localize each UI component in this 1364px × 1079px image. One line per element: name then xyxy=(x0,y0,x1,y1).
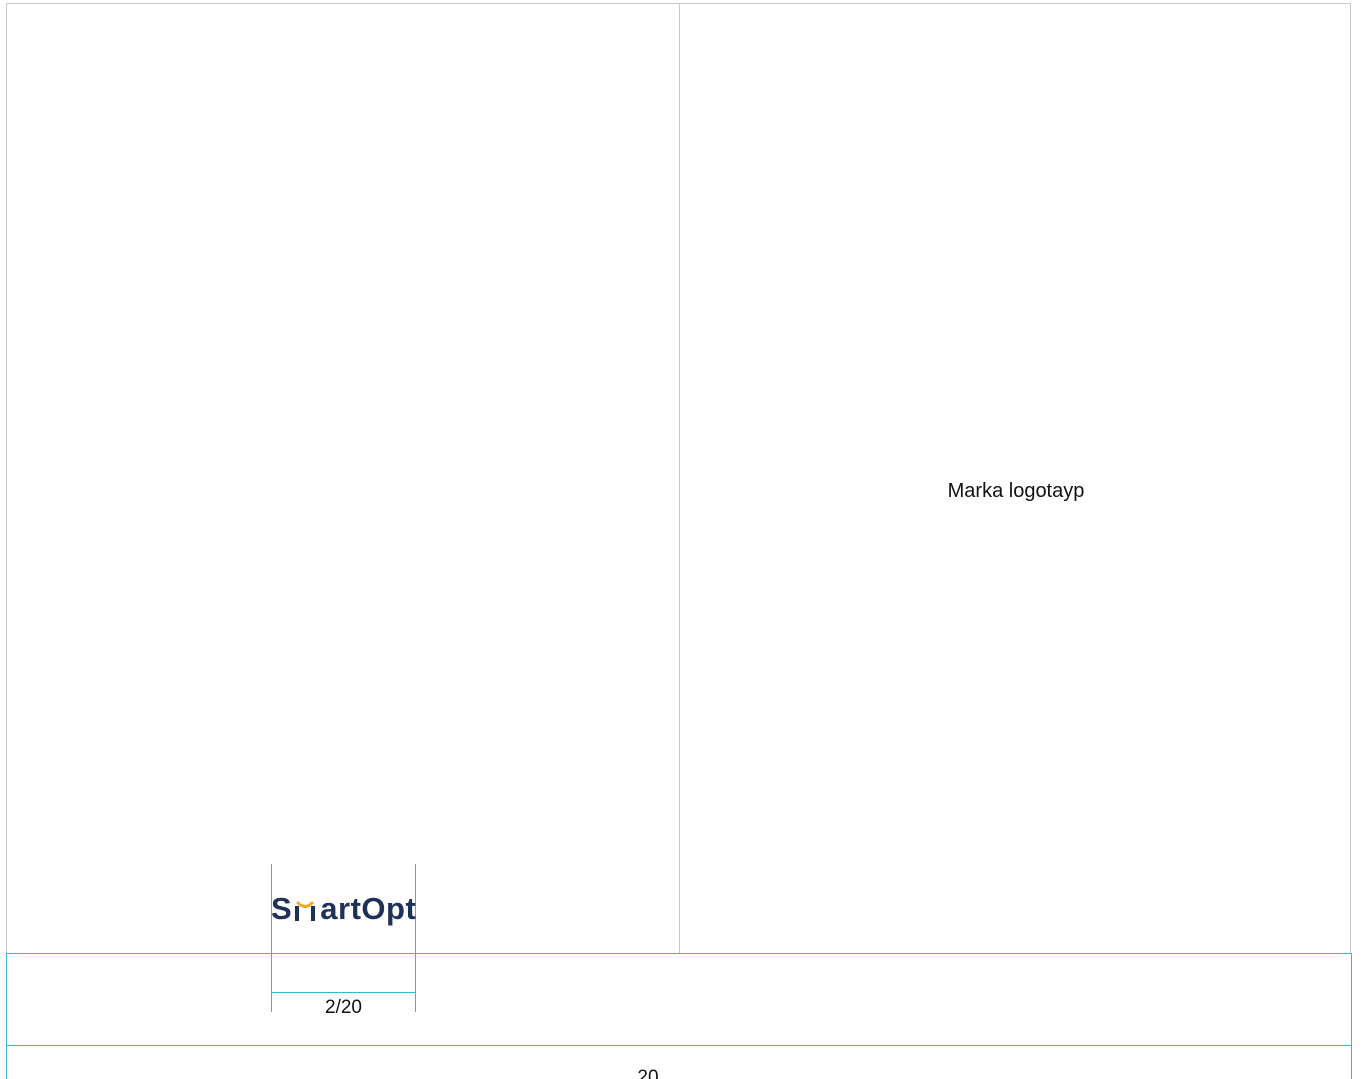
page-divider xyxy=(679,3,680,954)
guide-horizontal xyxy=(271,992,416,993)
smile-icon xyxy=(295,901,316,921)
page-number: 20 xyxy=(637,1067,659,1079)
bleed-band-lower xyxy=(6,1045,1352,1079)
page-spread-frame xyxy=(6,3,1351,953)
bleed-band xyxy=(6,953,1352,1046)
logo-smile-mark: m xyxy=(292,890,320,928)
measure-label: 2/20 xyxy=(325,997,362,1018)
smartopt-logo: SmartOpt xyxy=(271,890,416,928)
guide-left xyxy=(271,864,272,1012)
logo-text-start: S xyxy=(271,891,293,926)
page-caption: Marka logotayp xyxy=(947,480,1085,502)
logo-text-end: artOpt xyxy=(320,891,417,926)
guide-right xyxy=(415,864,416,1012)
